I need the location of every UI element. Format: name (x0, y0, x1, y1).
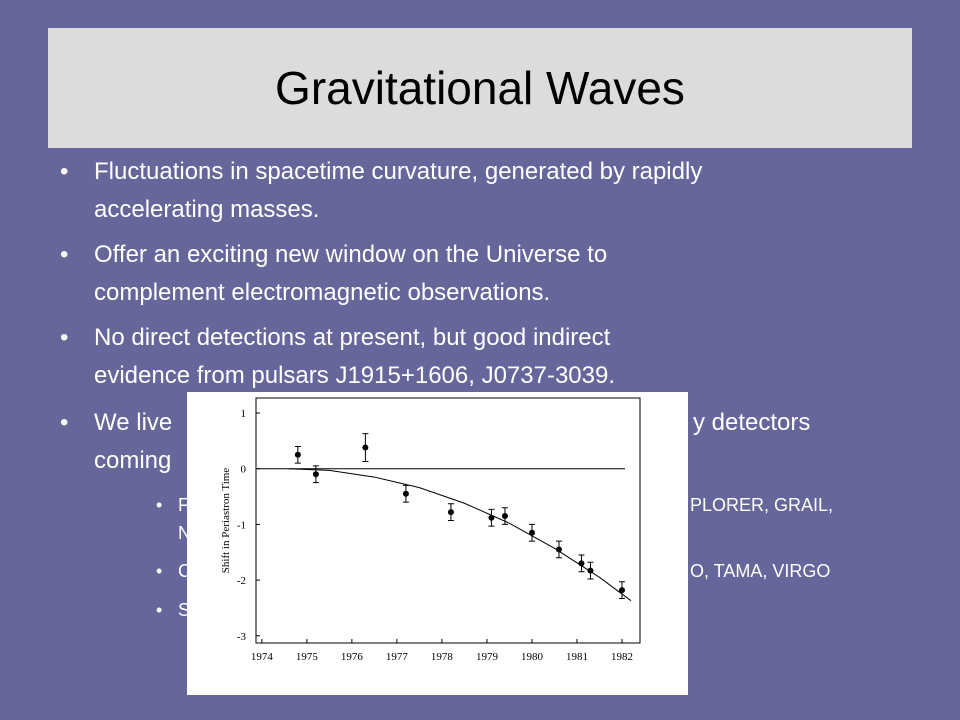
x-tick-label: 1976 (341, 651, 364, 663)
x-tick-label: 1975 (296, 651, 319, 663)
sub-bullet-dot: • (156, 600, 163, 620)
y-tick-label: 0 (241, 464, 247, 476)
bullet-text: y detectors (693, 409, 811, 436)
y-tick-label: 1 (241, 408, 247, 420)
y-axis-label: Shift in Periastron Time (220, 468, 232, 574)
data-point (362, 444, 369, 451)
sub-bullet-text: O, TAMA, VIRGO (690, 561, 831, 581)
x-tick-label: 1977 (386, 651, 409, 663)
data-point (402, 490, 409, 497)
y-tick-label: -2 (237, 575, 246, 587)
bullet-text: coming (94, 447, 172, 474)
data-point (555, 546, 562, 553)
bullet-dot: • (60, 241, 69, 268)
data-point (501, 513, 508, 520)
data-point (528, 529, 535, 536)
x-tick-label: 1980 (521, 651, 544, 663)
x-tick-label: 1981 (566, 651, 588, 663)
data-point (312, 471, 319, 478)
x-tick-label: 1979 (476, 651, 499, 663)
slide-title: Gravitational Waves (48, 28, 912, 148)
bullet-dot: • (60, 409, 69, 436)
x-tick-label: 1978 (431, 651, 454, 663)
model-curve (288, 468, 632, 602)
bullet-text: accelerating masses. (94, 196, 320, 223)
y-tick-label: -3 (237, 631, 247, 643)
bullet-text: evidence from pulsars J1915+1606, J0737-… (94, 362, 616, 389)
sub-bullet-dot: • (156, 495, 163, 515)
bullet-dot: • (60, 158, 69, 185)
y-tick-label: -1 (237, 519, 246, 531)
chart: 1 0 -1 -2 -3 1974 1975 1976 1977 1978 1979 1980 1981… (220, 397, 641, 663)
bullet-text: Offer an exciting new window on the Univ… (94, 241, 608, 268)
bullet-text: Fluctuations in spacetime curvature, gen… (94, 158, 703, 185)
sub-bullet-dot: • (156, 561, 163, 581)
data-point (618, 587, 625, 594)
bullet-dot: • (60, 324, 69, 351)
bullet-text: complement electromagnetic observations. (94, 279, 551, 306)
plot-frame (255, 397, 641, 644)
bullet-text: We live (94, 409, 173, 436)
data-point (294, 451, 301, 458)
x-tick-label: 1982 (611, 651, 633, 663)
bullet-text: No direct detections at present, but goo… (94, 324, 611, 351)
chart-box: 1 0 -1 -2 -3 1974 1975 1976 1977 1978 1979 1980 1981… (187, 392, 688, 695)
data-point (447, 509, 454, 516)
sub-bullet-text: F (178, 495, 189, 515)
sub-bullet-text: PLORER, GRAIL, (690, 495, 834, 515)
x-tick-label: 1974 (251, 651, 274, 663)
